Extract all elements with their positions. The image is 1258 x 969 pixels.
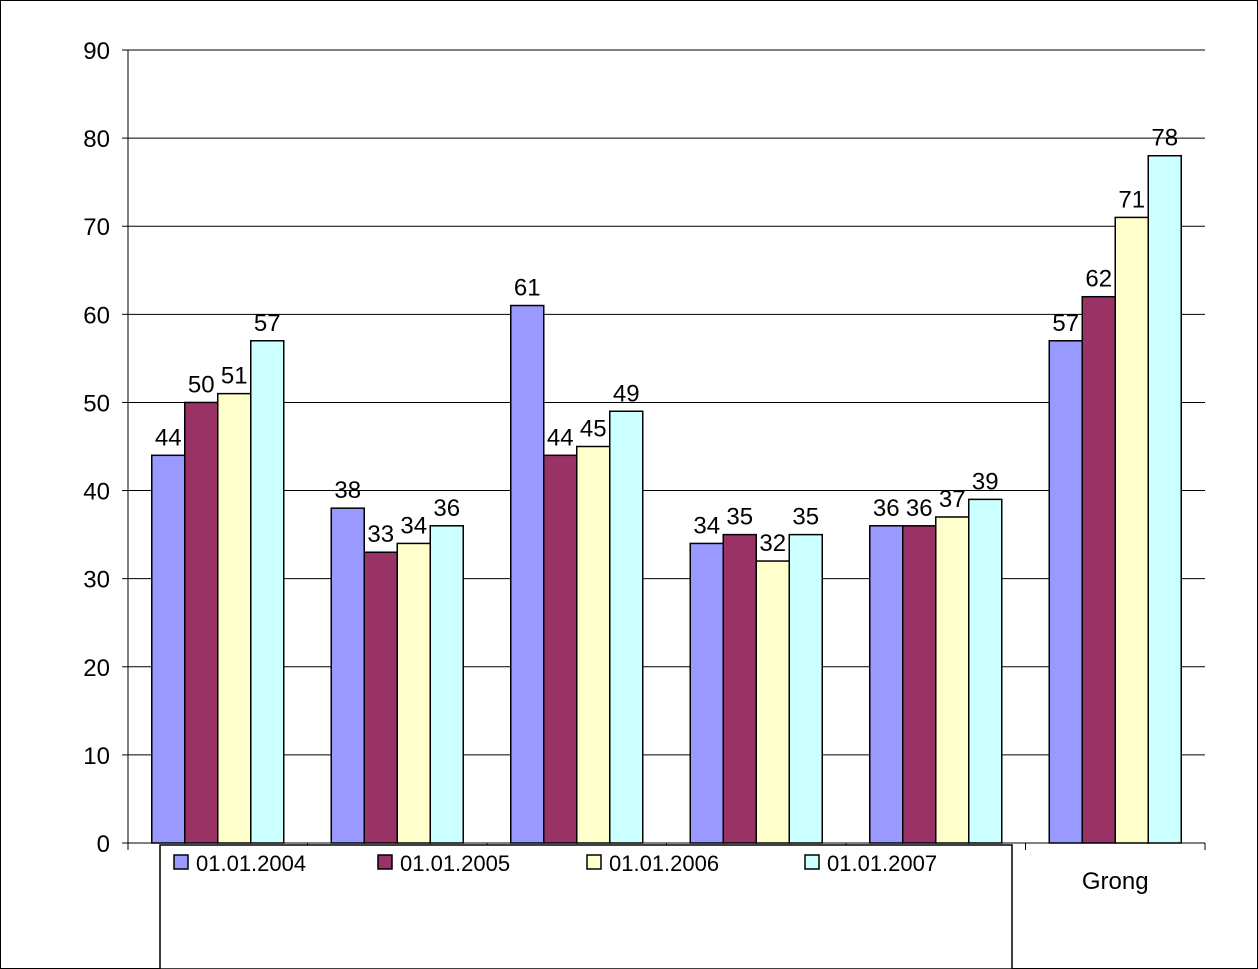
bar — [250, 340, 285, 844]
legend-label: 01.01.2007 — [827, 851, 937, 876]
bar — [184, 401, 219, 844]
legend-swatch — [586, 854, 602, 870]
bar — [722, 533, 757, 844]
bar — [609, 410, 644, 844]
legend-swatch — [377, 854, 393, 870]
bar — [1048, 340, 1083, 844]
data-label: 51 — [221, 363, 248, 390]
data-label: 61 — [514, 275, 541, 302]
legend-swatch — [173, 854, 189, 870]
gridlines — [128, 49, 1205, 756]
data-label: 71 — [1118, 186, 1145, 213]
legend-label: 01.01.2005 — [400, 851, 510, 876]
y-tick-label: 90 — [83, 38, 110, 65]
data-label: 78 — [1151, 125, 1178, 152]
bar — [902, 525, 937, 844]
bar — [755, 560, 790, 844]
bars — [151, 154, 1182, 844]
bar — [1081, 295, 1116, 844]
data-label: 32 — [759, 530, 786, 557]
bar — [396, 542, 431, 844]
data-label: 49 — [613, 380, 640, 407]
data-label: 36 — [433, 495, 460, 522]
data-label: 35 — [726, 504, 753, 531]
bar — [363, 551, 398, 844]
bar — [1147, 154, 1182, 844]
y-tick-label: 10 — [83, 743, 110, 770]
bar — [788, 533, 823, 844]
y-tick-label: 50 — [83, 390, 110, 417]
bar — [576, 445, 611, 844]
data-label: 36 — [873, 495, 900, 522]
y-tick-label: 20 — [83, 655, 110, 682]
legend-box — [159, 844, 1013, 969]
data-label: 33 — [367, 521, 394, 548]
data-label: 39 — [972, 468, 999, 495]
bar — [510, 304, 545, 844]
x-category-label: Grong — [1082, 868, 1149, 895]
data-label: 38 — [334, 477, 361, 504]
bar — [935, 516, 970, 844]
legend: 01.01.2004 01.01.2005 01.01.2006 01.01.2007 — [159, 844, 1013, 969]
data-label: 37 — [939, 486, 966, 513]
bar — [330, 507, 365, 844]
bar — [429, 525, 464, 844]
y-tick-label: 60 — [83, 302, 110, 329]
y-tick-label: 0 — [97, 831, 110, 858]
legend-label: 01.01.2004 — [196, 851, 306, 876]
data-label: 35 — [792, 504, 819, 531]
data-label: 57 — [254, 310, 281, 337]
data-label: 45 — [580, 416, 607, 443]
bar — [543, 454, 578, 844]
bar — [151, 454, 186, 844]
legend-label: 01.01.2006 — [609, 851, 719, 876]
data-label: 57 — [1052, 310, 1079, 337]
bar — [968, 498, 1003, 844]
data-label: 62 — [1085, 266, 1112, 293]
y-tick-label: 40 — [83, 479, 110, 506]
legend-swatch — [804, 854, 820, 870]
bar — [217, 392, 252, 844]
y-tick-label: 70 — [83, 214, 110, 241]
data-label: 34 — [400, 512, 427, 539]
bar — [689, 542, 724, 844]
data-label: 34 — [693, 512, 720, 539]
data-label: 44 — [547, 424, 574, 451]
bar — [1114, 216, 1149, 844]
data-label: 44 — [155, 424, 182, 451]
y-tick-label: 80 — [83, 126, 110, 153]
y-tick-label: 30 — [83, 567, 110, 594]
data-label: 50 — [188, 371, 215, 398]
bar — [869, 525, 904, 844]
data-label: 36 — [906, 495, 933, 522]
